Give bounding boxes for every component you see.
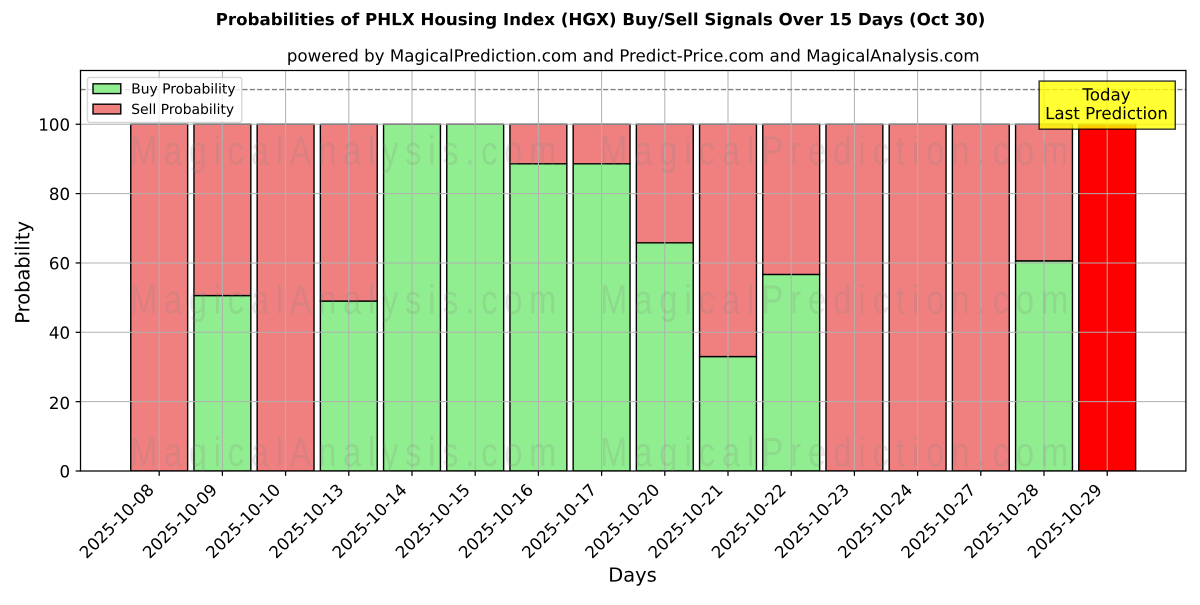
svg-text:MagicalAnalysis.com: MagicalAnalysis.com	[130, 128, 563, 173]
svg-text:MagicalPrediction.com: MagicalPrediction.com	[600, 430, 1075, 475]
svg-text:MagicalPrediction.com: MagicalPrediction.com	[600, 277, 1075, 322]
svg-text:MagicalPrediction.com: MagicalPrediction.com	[600, 128, 1075, 173]
svg-text:MagicalAnalysis.com: MagicalAnalysis.com	[130, 430, 563, 475]
svg-text:MagicalAnalysis.com: MagicalAnalysis.com	[130, 277, 563, 322]
